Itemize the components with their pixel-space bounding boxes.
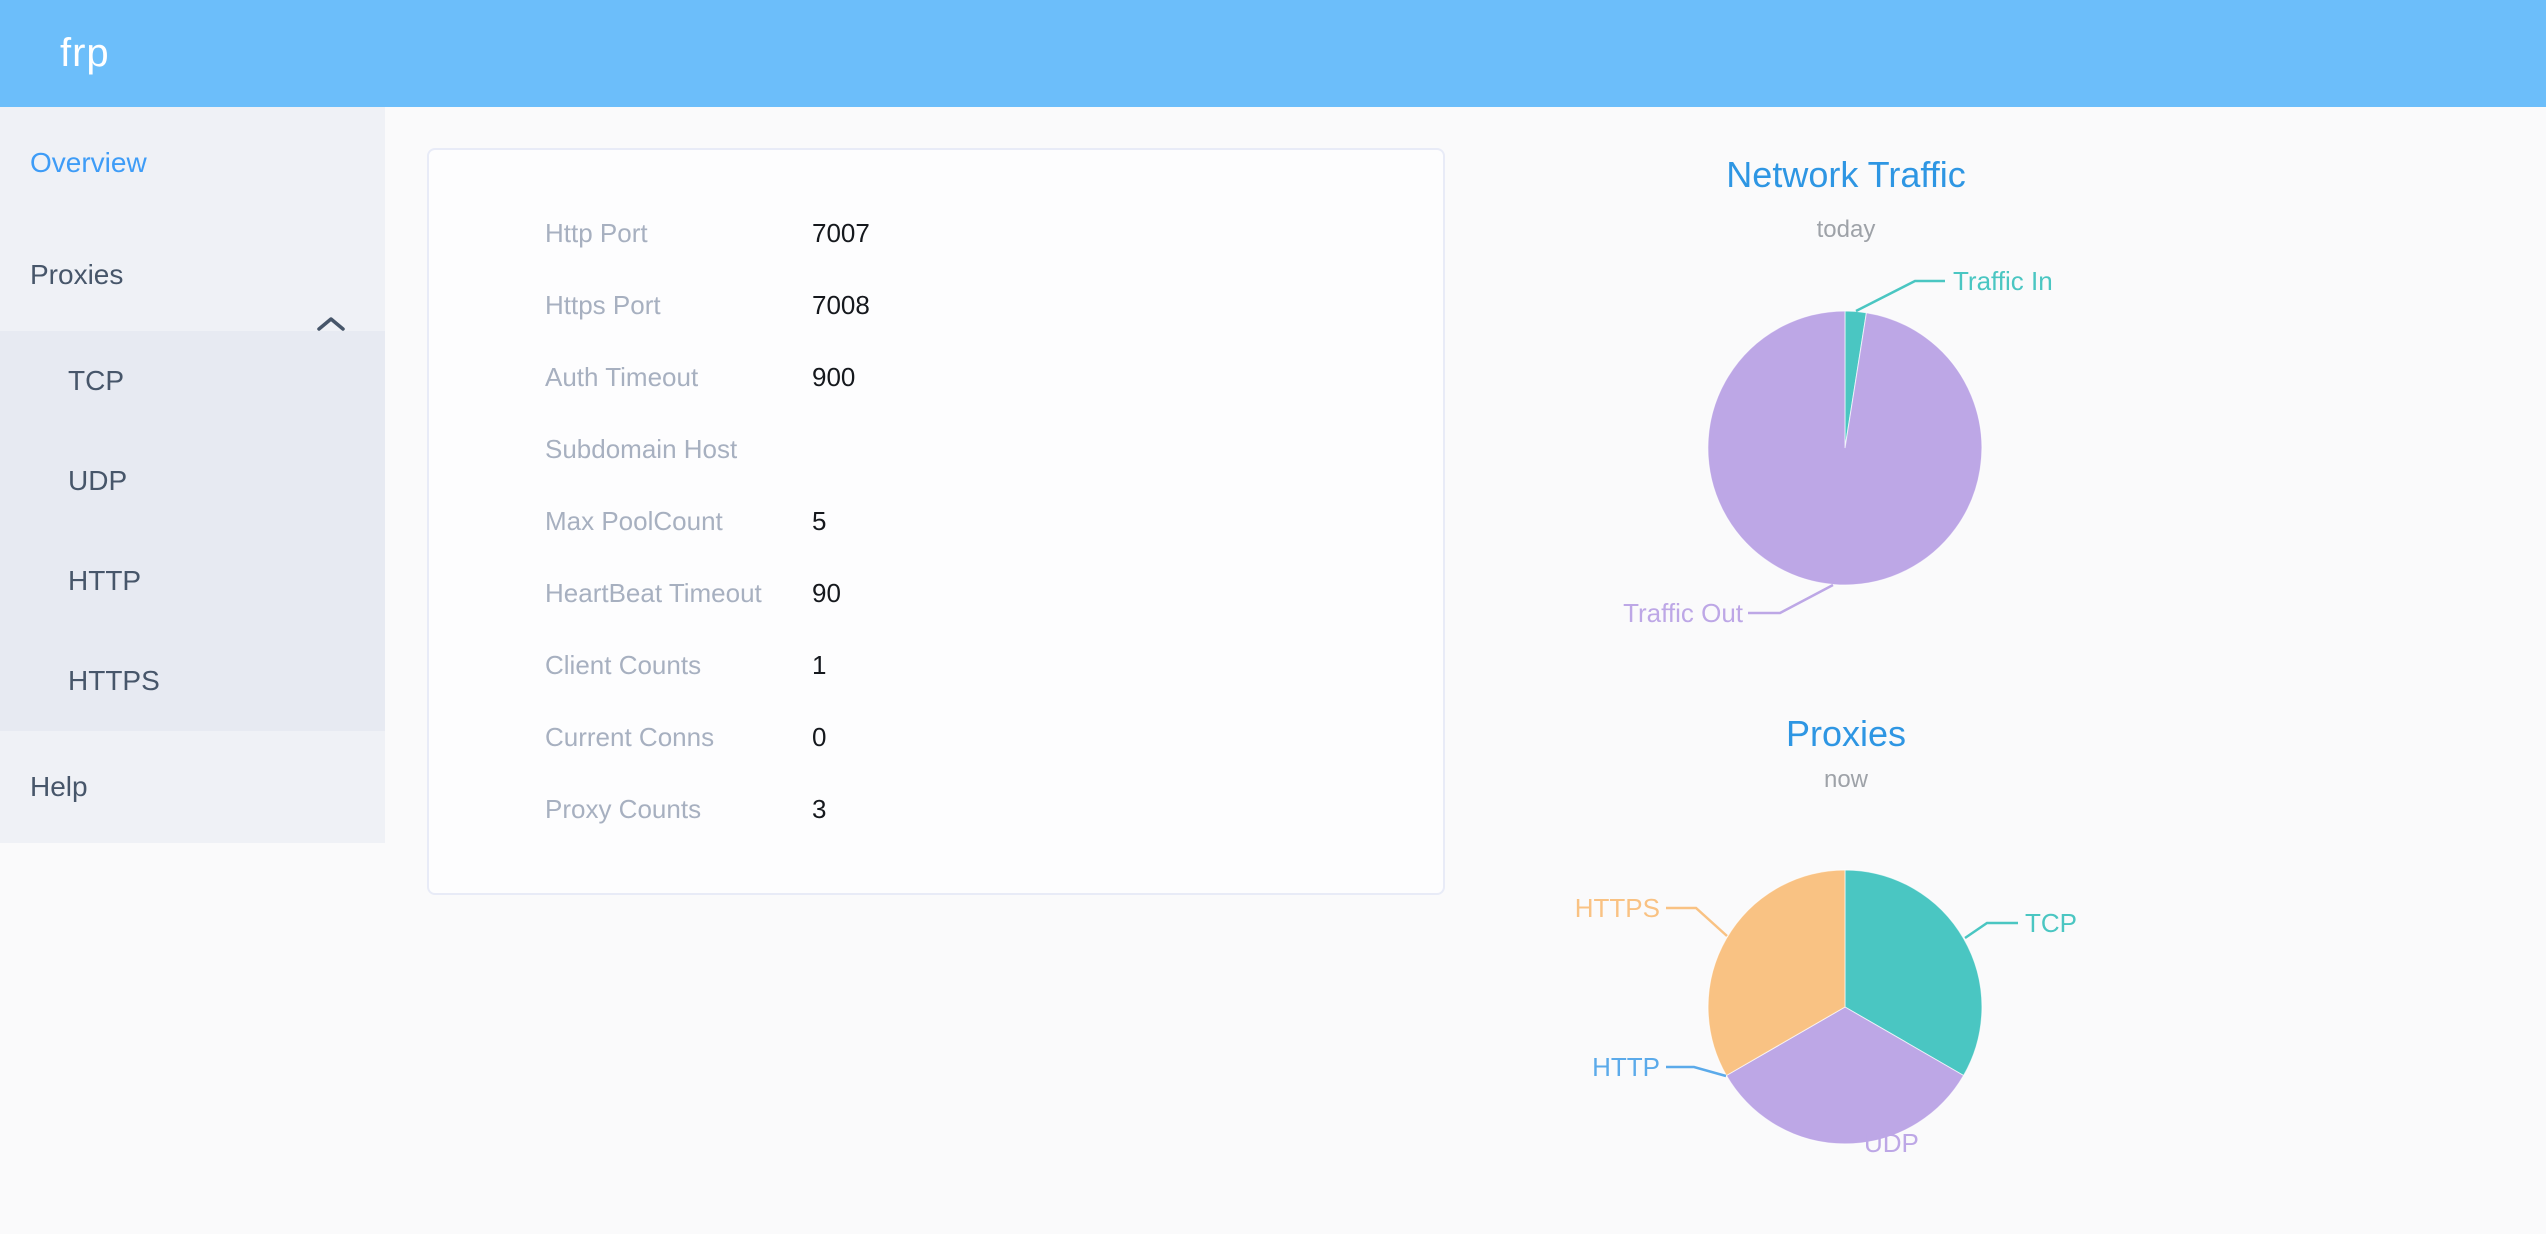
sidebar-item-help-label: Help bbox=[30, 771, 88, 802]
sidebar-submenu-proxies: TCP UDP HTTP HTTPS bbox=[0, 331, 385, 731]
pie-label-http: HTTP bbox=[1592, 1052, 1660, 1082]
sidebar-item-help[interactable]: Help bbox=[0, 731, 385, 843]
server-info-row: Current Conns 0 bbox=[429, 701, 1443, 773]
sidebar-item-udp-label: UDP bbox=[68, 465, 128, 496]
row-value: 7008 bbox=[812, 289, 870, 320]
row-label: Current Conns bbox=[545, 721, 715, 752]
pie-leader-udp bbox=[1823, 1111, 1857, 1142]
sidebar-item-tcp[interactable]: TCP bbox=[0, 331, 385, 431]
row-value: 3 bbox=[812, 793, 827, 824]
row-value: 90 bbox=[812, 577, 841, 608]
chart-title-proxies: Proxies bbox=[1785, 713, 1907, 754]
pie-chart-network-traffic: Traffic In Traffic Out bbox=[1623, 266, 2053, 628]
server-info-row: Https Port 7008 bbox=[429, 269, 1443, 341]
chart-subtitle-proxies: now bbox=[1823, 766, 1869, 793]
row-label: Max PoolCount bbox=[545, 505, 723, 536]
pie-leader-traffic-in bbox=[1855, 279, 1945, 313]
row-label: Http Port bbox=[545, 217, 648, 248]
sidebar-item-proxies-label: Proxies bbox=[30, 259, 124, 290]
pie-slice-tcp[interactable] bbox=[1844, 869, 1983, 1077]
row-value: 5 bbox=[812, 505, 827, 536]
server-info-row: Max PoolCount 5 bbox=[429, 485, 1443, 557]
chart-subtitle-network-traffic: today bbox=[1816, 216, 1876, 243]
chevron-up-icon[interactable] bbox=[317, 267, 345, 379]
row-label: Client Counts bbox=[545, 649, 702, 680]
row-value: 7007 bbox=[812, 217, 870, 248]
pie-label-tcp: TCP bbox=[2025, 908, 2077, 938]
server-info-row: Proxy Counts 3 bbox=[429, 773, 1443, 845]
chart-title-network-traffic: Network Traffic bbox=[1726, 154, 1966, 195]
pie-label-https: HTTPS bbox=[1575, 893, 1660, 923]
pie-leader-traffic-out bbox=[1748, 583, 1834, 615]
row-label: Auth Timeout bbox=[545, 361, 699, 392]
pie-label-traffic-out: Traffic Out bbox=[1623, 598, 1744, 628]
row-label: Subdomain Host bbox=[545, 433, 738, 464]
sidebar-item-https-label: HTTPS bbox=[68, 665, 160, 696]
pie-label-udp: UDP bbox=[1864, 1128, 1919, 1158]
server-info-row: Auth Timeout 900 bbox=[429, 341, 1443, 413]
sidebar-item-http[interactable]: HTTP bbox=[0, 531, 385, 631]
sidebar-item-proxies[interactable]: Proxies bbox=[0, 219, 385, 331]
pie-slice-traffic-out[interactable] bbox=[1707, 310, 1983, 586]
app-header: frp bbox=[0, 0, 2546, 107]
pie-leader-https bbox=[1666, 906, 1728, 937]
sidebar-item-http-label: HTTP bbox=[68, 565, 142, 596]
server-info-card: Http Port 7007 Https Port 7008 Auth Time… bbox=[427, 148, 1445, 895]
sidebar-item-tcp-label: TCP bbox=[68, 365, 124, 396]
pie-leader-http bbox=[1666, 1065, 1727, 1078]
sidebar-item-https[interactable]: HTTPS bbox=[0, 631, 385, 731]
sidebar-item-udp[interactable]: UDP bbox=[0, 431, 385, 531]
server-info-row: Http Port 7007 bbox=[429, 197, 1443, 269]
app-logo: frp bbox=[60, 31, 110, 75]
sidebar: Overview Proxies TCP UDP HTTP HTTPS bbox=[0, 107, 385, 843]
server-info-row: Subdomain Host bbox=[429, 413, 1443, 485]
row-label: Proxy Counts bbox=[545, 793, 702, 824]
pie-label-traffic-in: Traffic In bbox=[1953, 266, 2053, 296]
pie-leader-tcp bbox=[1964, 921, 2018, 940]
server-info-row: Client Counts 1 bbox=[429, 629, 1443, 701]
row-value: 0 bbox=[812, 721, 827, 752]
sidebar-item-overview-label: Overview bbox=[30, 147, 147, 178]
pie-slice-udp[interactable] bbox=[1725, 1006, 1965, 1145]
pie-slice-https[interactable] bbox=[1707, 869, 1846, 1077]
row-label: HeartBeat Timeout bbox=[545, 577, 762, 608]
row-label: Https Port bbox=[545, 289, 661, 320]
sidebar-item-overview[interactable]: Overview bbox=[0, 107, 385, 219]
row-value: 1 bbox=[812, 649, 827, 680]
pie-chart-proxies: TCP UDP HTTP HTTPS bbox=[1575, 869, 2077, 1158]
server-info-row: HeartBeat Timeout 90 bbox=[429, 557, 1443, 629]
row-value: 900 bbox=[812, 361, 856, 392]
